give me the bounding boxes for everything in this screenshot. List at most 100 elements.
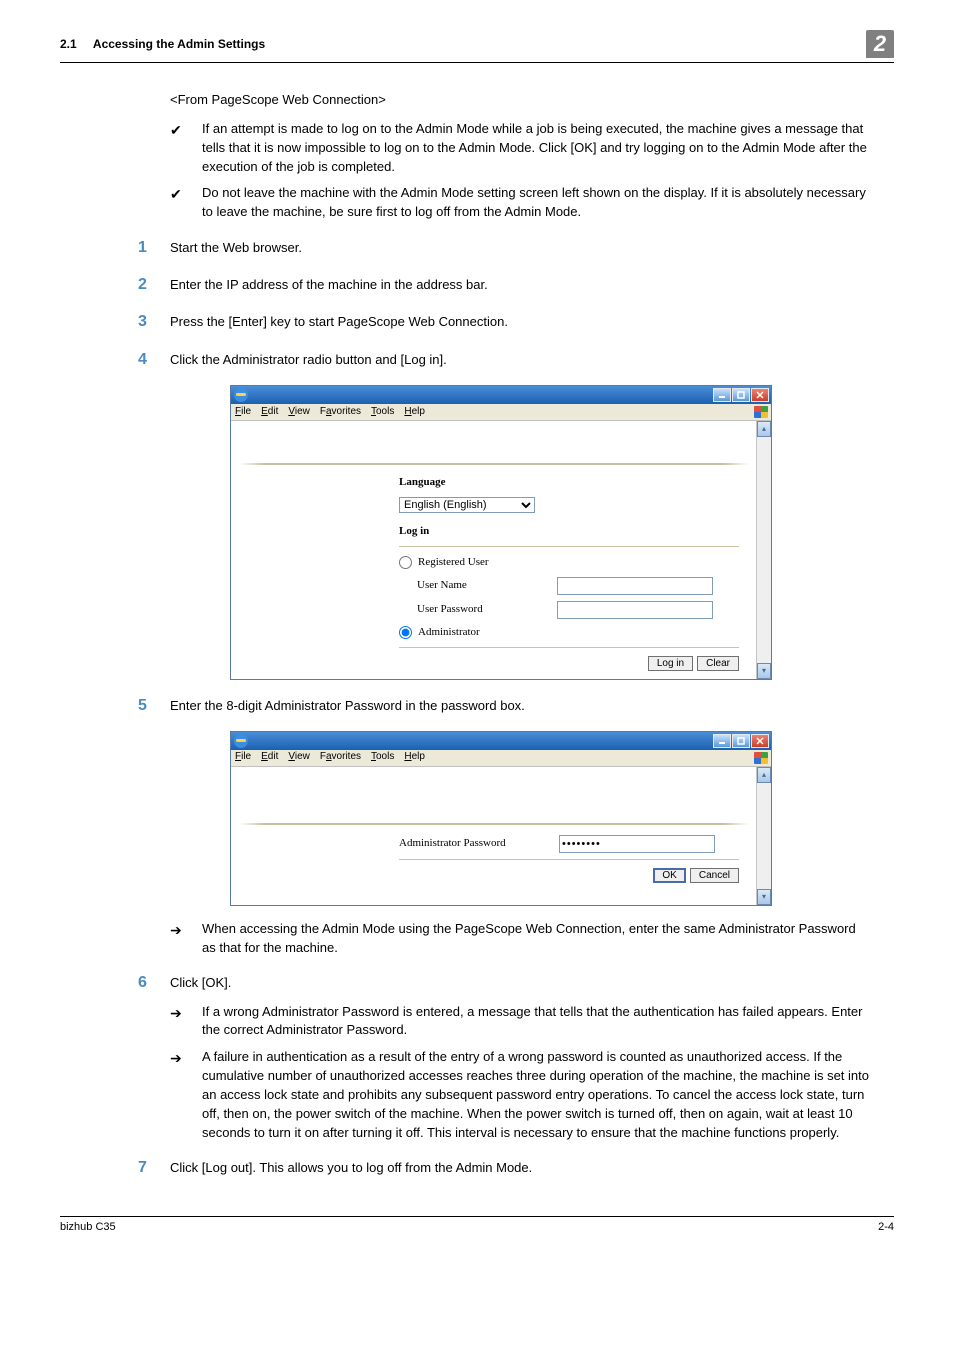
arrow-icon: ➔ xyxy=(170,1048,202,1142)
section-title: Accessing the Admin Settings xyxy=(93,37,265,51)
windows-flag-icon xyxy=(754,752,768,764)
clear-button[interactable]: Clear xyxy=(697,656,739,671)
user-name-label: User Name xyxy=(399,578,557,594)
cancel-button[interactable]: Cancel xyxy=(690,868,739,883)
user-name-input[interactable] xyxy=(557,577,713,595)
user-password-label: User Password xyxy=(399,602,557,618)
step-text: Start the Web browser. xyxy=(170,239,870,258)
check-text: If an attempt is made to log on to the A… xyxy=(202,120,870,177)
admin-password-label: Administrator Password xyxy=(399,836,559,852)
administrator-radio[interactable] xyxy=(399,626,412,639)
arrow-icon: ➔ xyxy=(170,1003,202,1041)
menu-favorites[interactable]: Favorites xyxy=(320,750,361,765)
step-5: 5 Enter the 8-digit Administrator Passwo… xyxy=(138,694,870,717)
step-3: 3 Press the [Enter] key to start PageSco… xyxy=(138,310,870,333)
page-header: 2.1 Accessing the Admin Settings 2 xyxy=(60,30,894,63)
language-label: Language xyxy=(399,475,539,491)
divider xyxy=(239,823,749,825)
note-text: A failure in authentication as a result … xyxy=(202,1048,870,1142)
menu-view[interactable]: View xyxy=(288,405,310,420)
menu-edit[interactable]: Edit xyxy=(261,750,278,765)
footer-left: bizhub C35 xyxy=(60,1221,116,1233)
user-password-input[interactable] xyxy=(557,601,713,619)
browser-window-password: File Edit View Favorites Tools Help ▴ ▾ xyxy=(230,731,772,906)
footer-right: 2-4 xyxy=(878,1221,894,1233)
note-item: ➔ When accessing the Admin Mode using th… xyxy=(170,920,870,958)
scrollbar[interactable]: ▴ ▾ xyxy=(756,421,771,679)
minimize-button[interactable] xyxy=(713,734,731,748)
scroll-track[interactable] xyxy=(757,437,771,663)
scrollbar[interactable]: ▴ ▾ xyxy=(756,767,771,905)
step-2: 2 Enter the IP address of the machine in… xyxy=(138,273,870,296)
step-7: 7 Click [Log out]. This allows you to lo… xyxy=(138,1156,870,1179)
step-text: Enter the 8-digit Administrator Password… xyxy=(170,697,870,716)
login-button[interactable]: Log in xyxy=(648,656,693,671)
step-text: Click [Log out]. This allows you to log … xyxy=(170,1159,870,1178)
section-heading: 2.1 Accessing the Admin Settings xyxy=(60,37,866,51)
scroll-track[interactable] xyxy=(757,783,771,889)
check-item: ✔ If an attempt is made to log on to the… xyxy=(170,120,870,177)
ie-icon xyxy=(234,388,248,402)
divider xyxy=(399,647,739,648)
arrow-icon: ➔ xyxy=(170,920,202,958)
menu-help[interactable]: Help xyxy=(404,405,425,420)
window-titlebar xyxy=(231,386,771,404)
divider xyxy=(239,463,749,465)
browser-window-login: File Edit View Favorites Tools Help ▴ ▾ xyxy=(230,385,772,680)
menu-edit[interactable]: Edit xyxy=(261,405,278,420)
check-text: Do not leave the machine with the Admin … xyxy=(202,184,870,222)
administrator-label: Administrator xyxy=(418,625,480,641)
menu-view[interactable]: View xyxy=(288,750,310,765)
step-text: Click the Administrator radio button and… xyxy=(170,351,870,370)
ie-icon xyxy=(234,734,248,748)
step-1: 1 Start the Web browser. xyxy=(138,236,870,259)
admin-password-input[interactable] xyxy=(559,835,715,853)
note-text: When accessing the Admin Mode using the … xyxy=(202,920,870,958)
menu-favorites[interactable]: Favorites xyxy=(320,405,361,420)
scroll-up-button[interactable]: ▴ xyxy=(757,767,771,783)
close-button[interactable] xyxy=(751,388,769,402)
browser-menubar: File Edit View Favorites Tools Help xyxy=(231,404,771,421)
step-number: 7 xyxy=(138,1156,170,1179)
step-number: 5 xyxy=(138,694,170,717)
step-number: 4 xyxy=(138,348,170,371)
registered-user-radio[interactable] xyxy=(399,556,412,569)
step-text: Press the [Enter] key to start PageScope… xyxy=(170,313,870,332)
close-button[interactable] xyxy=(751,734,769,748)
menu-file[interactable]: File xyxy=(235,750,251,765)
chapter-badge: 2 xyxy=(866,30,894,58)
step-6: 6 Click [OK]. xyxy=(138,971,870,994)
step-number: 1 xyxy=(138,236,170,259)
step-number: 2 xyxy=(138,273,170,296)
intro-line: <From PageScope Web Connection> xyxy=(170,91,870,110)
step-text: Enter the IP address of the machine in t… xyxy=(170,276,870,295)
scroll-up-button[interactable]: ▴ xyxy=(757,421,771,437)
step-text: Click [OK]. xyxy=(170,974,870,993)
section-number: 2.1 xyxy=(60,37,77,51)
scroll-down-button[interactable]: ▾ xyxy=(757,889,771,905)
login-header: Log in xyxy=(399,524,739,540)
step-4: 4 Click the Administrator radio button a… xyxy=(138,348,870,371)
note-text: If a wrong Administrator Password is ent… xyxy=(202,1003,870,1041)
menu-tools[interactable]: Tools xyxy=(371,405,394,420)
minimize-button[interactable] xyxy=(713,388,731,402)
window-titlebar xyxy=(231,732,771,750)
scroll-down-button[interactable]: ▾ xyxy=(757,663,771,679)
browser-menubar: File Edit View Favorites Tools Help xyxy=(231,750,771,767)
maximize-button[interactable] xyxy=(732,734,750,748)
language-select[interactable]: English (English) xyxy=(399,497,535,513)
check-icon: ✔ xyxy=(170,184,202,222)
maximize-button[interactable] xyxy=(732,388,750,402)
step-number: 3 xyxy=(138,310,170,333)
divider xyxy=(399,546,739,547)
menu-file[interactable]: File xyxy=(235,405,251,420)
menu-help[interactable]: Help xyxy=(404,750,425,765)
step-number: 6 xyxy=(138,971,170,994)
menu-tools[interactable]: Tools xyxy=(371,750,394,765)
note-item: ➔ A failure in authentication as a resul… xyxy=(170,1048,870,1142)
divider xyxy=(399,859,739,860)
page-footer: bizhub C35 2-4 xyxy=(60,1216,894,1233)
windows-flag-icon xyxy=(754,406,768,418)
note-item: ➔ If a wrong Administrator Password is e… xyxy=(170,1003,870,1041)
ok-button[interactable]: OK xyxy=(653,868,685,883)
